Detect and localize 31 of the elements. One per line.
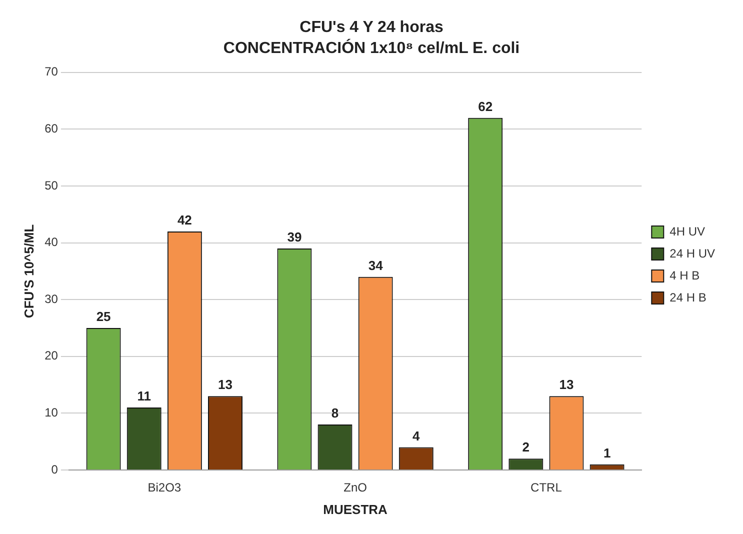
chart-title: CFU's 4 Y 24 horas [300,19,444,36]
x-tick-label: ZnO [344,480,367,495]
y-tick-label: 70 [44,64,58,79]
data-label: 11 [137,388,151,404]
data-label: 39 [287,230,302,245]
data-label: 25 [96,309,111,324]
y-tick-label: 20 [44,348,58,363]
y-tick-label: 50 [44,178,58,192]
data-label: 1 [603,445,611,460]
data-label: 42 [177,212,192,228]
y-tick-label: 30 [44,292,58,306]
legend-label: 4 H B [670,268,700,282]
legend-label: 4H UV [670,224,705,238]
data-label: 8 [331,406,339,421]
data-label: 13 [218,377,232,392]
chart-subtitle: CONCENTRACIÓN 1x10⁸ cel/mL E. coli [223,38,520,58]
y-axis-title: CFU'S 10^5/ML [21,224,36,318]
y-tick-label: 10 [44,406,58,420]
data-label: 34 [368,258,384,273]
y-tick-label: 0 [51,462,58,476]
y-tick-label: 60 [44,122,58,136]
data-label: 62 [478,98,493,114]
x-tick-label: CTRL [530,480,562,495]
y-tick-label: 40 [44,235,58,250]
data-label: 2 [522,440,530,455]
data-label: 13 [559,377,574,392]
x-axis-title: MUESTRA [323,502,388,517]
legend-label: 24 H UV [670,246,716,260]
x-tick-label: Bi2O3 [148,480,182,495]
data-label: 4 [412,428,421,444]
legend-label: 24 H B [670,290,706,304]
